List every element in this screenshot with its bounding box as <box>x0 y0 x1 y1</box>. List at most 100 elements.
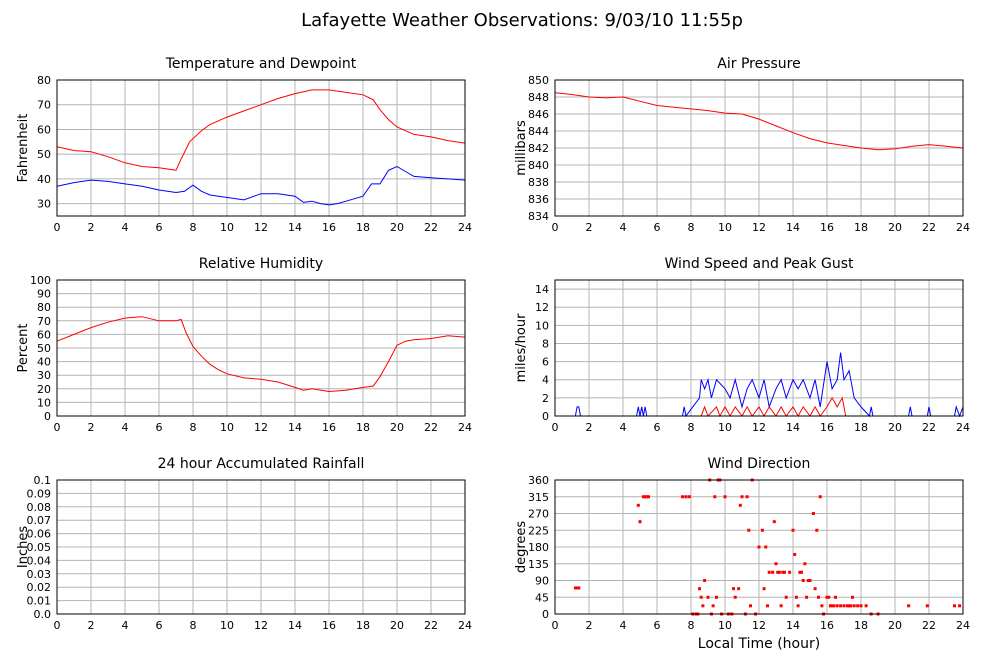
x-tick-label: 20 <box>888 619 902 632</box>
y-tick-label: 838 <box>528 176 549 189</box>
x-tick-label: 4 <box>122 221 129 234</box>
data-point <box>793 552 797 556</box>
x-tick-label: 10 <box>718 619 732 632</box>
x-tick-label: 16 <box>820 619 834 632</box>
data-point <box>811 512 815 515</box>
y-tick-label: 0.07 <box>27 514 52 527</box>
x-tick-label: 0 <box>552 421 559 434</box>
data-point <box>760 528 764 532</box>
x-tick-label: 10 <box>718 421 732 434</box>
x-tick-label: 16 <box>820 221 834 234</box>
x-tick-label: 18 <box>356 421 370 434</box>
data-point <box>815 528 819 532</box>
y-tick-label: 30 <box>37 198 51 211</box>
y-tick-label: 0.09 <box>27 487 52 500</box>
y-tick-label: 135 <box>528 558 549 571</box>
y-tick-label: 60 <box>37 123 51 136</box>
data-point <box>774 562 778 566</box>
x-tick-label: 2 <box>586 421 593 434</box>
x-tick-label: 6 <box>654 619 661 632</box>
x-tick-label: 24 <box>458 421 472 434</box>
y-tick-label: 0.05 <box>27 541 52 554</box>
y-tick-label: 6 <box>542 356 549 369</box>
y-tick-label: 70 <box>37 315 51 328</box>
x-tick-label: 24 <box>458 619 472 632</box>
data-point <box>817 595 820 599</box>
y-tick-label: 20 <box>37 383 51 396</box>
x-tick-label: 0 <box>552 221 559 234</box>
y-tick-label: 225 <box>528 524 549 537</box>
x-tick-label: 24 <box>956 221 970 234</box>
x-tick-label: 18 <box>356 619 370 632</box>
data-point <box>839 604 843 608</box>
y-tick-label: 0.02 <box>27 581 52 594</box>
data-point <box>645 495 649 499</box>
data-point <box>851 595 854 599</box>
x-tick-label: 12 <box>752 619 766 632</box>
y-tick-label: 14 <box>535 283 549 296</box>
data-point <box>847 604 851 608</box>
plot-frame <box>554 279 964 417</box>
x-tick-label: 6 <box>654 221 661 234</box>
x-tick-label: 20 <box>390 421 404 434</box>
y-tick-label: 50 <box>37 148 51 161</box>
x-tick-label: 8 <box>688 221 695 234</box>
y-tick-label: 846 <box>528 108 549 121</box>
x-tick-label: 18 <box>854 619 868 632</box>
y-axis-label: Inches <box>16 526 31 568</box>
data-point <box>818 495 822 499</box>
x-tick-label: 14 <box>288 421 302 434</box>
x-tick-label: 10 <box>718 221 732 234</box>
plot-frame <box>56 279 466 417</box>
page-title: Lafayette Weather Observations: 9/03/10 … <box>301 10 743 31</box>
x-tick-label: 6 <box>156 619 163 632</box>
y-axis-label: millibars <box>514 120 529 176</box>
x-tick-label: 2 <box>88 221 95 234</box>
data-point <box>723 495 727 499</box>
x-tick-label: 4 <box>620 421 627 434</box>
data-point <box>864 604 868 608</box>
series-line-1 <box>56 316 466 393</box>
series-line-1 <box>554 92 964 151</box>
y-tick-label: 0.04 <box>27 554 52 567</box>
data-point <box>796 604 800 608</box>
x-tick-label: 22 <box>922 221 936 234</box>
data-point <box>808 579 812 582</box>
x-tick-label: 24 <box>458 221 472 234</box>
x-tick-label: 2 <box>586 619 593 632</box>
y-tick-label: 0.0 <box>34 608 52 621</box>
y-tick-label: 270 <box>528 508 549 521</box>
data-point <box>859 604 863 608</box>
x-tick-label: 12 <box>752 221 766 234</box>
data-point <box>779 604 783 608</box>
x-tick-label: 6 <box>654 421 661 434</box>
y-tick-label: 12 <box>535 301 549 314</box>
x-tick-label: 20 <box>390 221 404 234</box>
data-point <box>805 595 809 599</box>
y-tick-label: 180 <box>528 541 549 554</box>
y-tick-label: 30 <box>37 369 51 382</box>
x-tick-label: 8 <box>190 221 197 234</box>
x-tick-label: 14 <box>288 619 302 632</box>
data-point <box>641 495 645 499</box>
x-tick-label: 24 <box>956 421 970 434</box>
y-tick-label: 100 <box>30 274 51 287</box>
data-point <box>766 604 769 608</box>
data-point <box>771 570 775 574</box>
x-tick-label: 12 <box>752 421 766 434</box>
y-tick-label: 836 <box>528 193 549 206</box>
data-point <box>825 595 829 599</box>
data-point <box>749 604 752 608</box>
data-point <box>791 528 795 532</box>
y-tick-label: 0 <box>542 410 549 423</box>
y-tick-label: 842 <box>528 142 549 155</box>
data-point <box>788 570 792 574</box>
y-axis-label: Fahrenheit <box>16 114 31 183</box>
data-point <box>777 570 781 574</box>
y-tick-label: 0 <box>44 410 51 423</box>
x-tick-label: 20 <box>888 421 902 434</box>
